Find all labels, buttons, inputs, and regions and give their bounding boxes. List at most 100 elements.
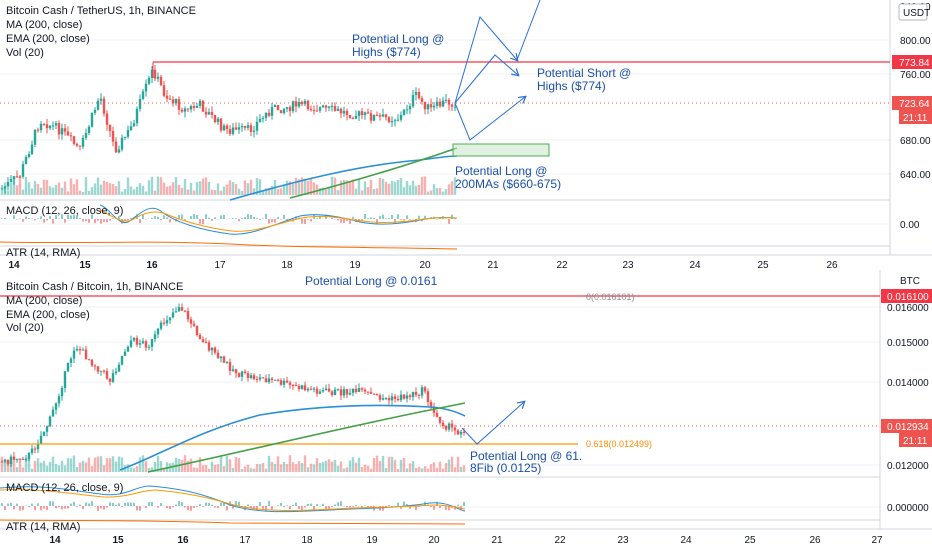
candle-body [69, 358, 73, 363]
bottom-resistance-badge [881, 289, 932, 303]
candle-body [54, 403, 58, 410]
candle-body [312, 388, 316, 390]
candle-body [171, 312, 175, 318]
candle-body [99, 98, 103, 101]
macd-histogram-bar [97, 506, 99, 511]
candle-body [228, 362, 232, 371]
macd-histogram-bar [112, 502, 114, 506]
candle-body [129, 340, 133, 347]
volume-bar [396, 468, 400, 472]
volume-bar [246, 464, 250, 472]
volume-bar [111, 183, 115, 195]
volume-bar [369, 468, 373, 472]
time-axis-tick: 21 [491, 535, 503, 546]
volume-bar [105, 181, 109, 195]
candle-body [153, 69, 157, 79]
candle-body [90, 112, 94, 127]
candle-body [219, 356, 223, 359]
macd-histogram-bar [256, 218, 258, 219]
candle-body [264, 112, 268, 118]
macd-histogram-bar [382, 214, 384, 219]
volume-bar [12, 460, 16, 472]
volume-bar [84, 462, 88, 472]
macd-histogram-bar [172, 506, 174, 508]
candle-body [444, 425, 448, 430]
bottom-indicator-ema: EMA (200, close) [6, 309, 90, 321]
volume-bar [87, 190, 91, 195]
macd-histogram-bar [322, 503, 324, 506]
volume-bar [327, 186, 331, 195]
volume-bar [63, 181, 67, 195]
candle-body [117, 364, 121, 372]
time-axis-tick: 14 [8, 260, 20, 271]
volume-bar [345, 180, 349, 195]
macd-histogram-bar [259, 502, 261, 506]
time-axis-tick: 23 [617, 535, 629, 546]
volume-bar [255, 178, 259, 195]
candle-body [6, 181, 10, 187]
candle-body [222, 125, 226, 131]
bottom-countdown: 21:11 [903, 436, 928, 447]
macd-histogram-bar [64, 219, 66, 223]
volume-bar [186, 189, 190, 195]
macd-histogram-bar [265, 214, 267, 219]
volume-bar [135, 186, 139, 195]
macd-histogram-bar [376, 219, 378, 224]
candle-body [30, 144, 34, 155]
candle-body [3, 459, 7, 462]
macd-histogram-bar [25, 216, 27, 219]
macd-histogram-bar [346, 219, 348, 222]
top-ma-zone[interactable] [452, 143, 550, 157]
top-symbol-title: Bitcoin Cash / TetherUS, 1h, BINANCE [6, 5, 196, 17]
volume-bar [312, 182, 316, 195]
candle-body [72, 350, 76, 359]
volume-bar [165, 462, 169, 472]
macd-histogram-bar [349, 506, 351, 508]
volume-bar [48, 186, 52, 195]
candle-body [405, 109, 409, 111]
volume-bar [204, 177, 208, 195]
macd-histogram-bar [94, 219, 96, 224]
candle-body [150, 69, 154, 78]
volume-bar [78, 462, 82, 472]
top-price-tick: 0.00 [900, 220, 920, 231]
volume-bar [24, 177, 28, 195]
macd-histogram-bar [448, 506, 450, 511]
macd-histogram-bar [451, 506, 453, 509]
volume-bar [330, 461, 334, 472]
macd-histogram-bar [247, 504, 249, 506]
candle-body [387, 398, 391, 401]
volume-bar [18, 462, 22, 472]
candle-body [339, 108, 343, 114]
candle-body [84, 133, 88, 138]
macd-histogram-bar [238, 219, 240, 222]
volume-bar [444, 189, 448, 195]
macd-histogram-bar [406, 504, 408, 506]
top-anno-long-highs-1: Potential Long @ [352, 32, 444, 46]
volume-bar [303, 178, 307, 195]
macd-histogram-bar [199, 219, 201, 224]
candle-body [348, 392, 352, 395]
candle-body [120, 355, 124, 365]
volume-bar [81, 191, 85, 195]
volume-bar [30, 188, 34, 195]
volume-bar [36, 184, 40, 195]
macd-histogram-bar [220, 215, 222, 219]
volume-bar [195, 468, 199, 472]
candle-body [306, 388, 310, 391]
bottom-indicator-ma: MA (200, close) [6, 295, 82, 307]
macd-histogram-bar [124, 502, 126, 506]
candle-body [342, 110, 346, 114]
macd-histogram-bar [151, 217, 153, 219]
candle-body [351, 388, 355, 393]
candle-body [0, 188, 4, 190]
volume-bar [348, 460, 352, 472]
candle-body [399, 114, 403, 120]
time-axis-tick: 18 [281, 260, 293, 271]
candle-body [387, 117, 391, 123]
volume-bar [336, 465, 340, 472]
top-currency-button[interactable] [898, 3, 928, 21]
candle-body [309, 108, 313, 110]
macd-histogram-bar [418, 215, 420, 219]
volume-bar [54, 463, 58, 472]
